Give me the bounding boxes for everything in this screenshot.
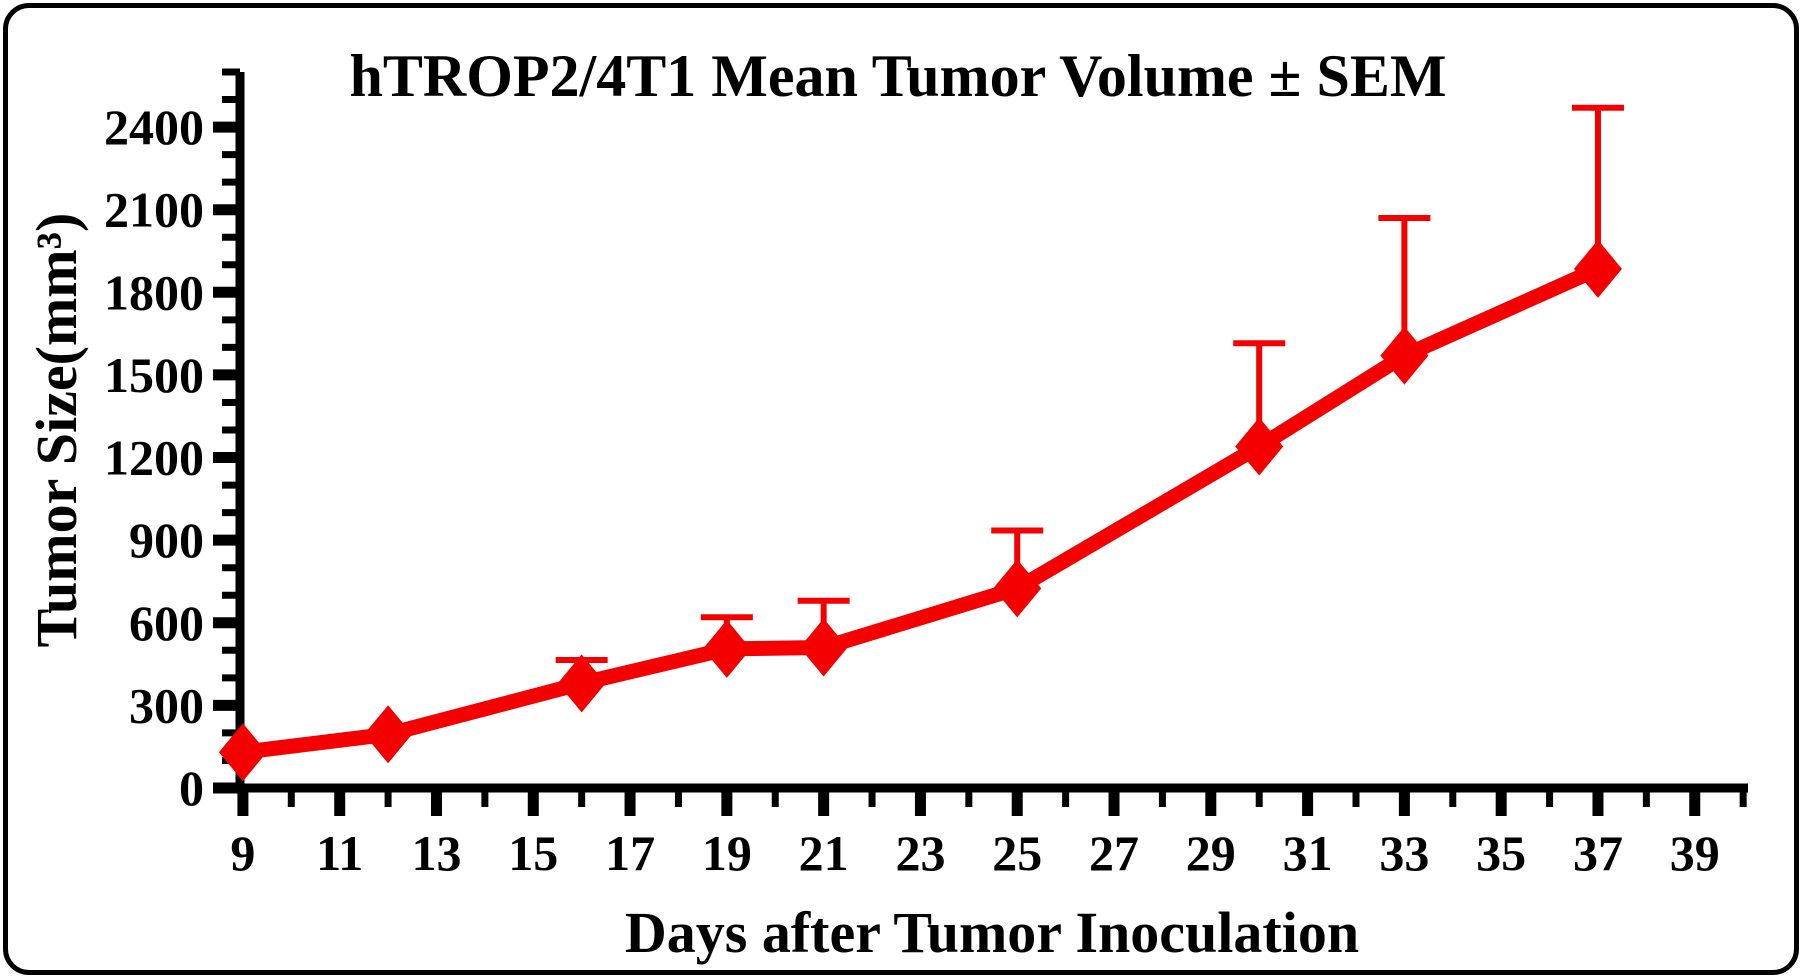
data-point-marker xyxy=(702,619,751,678)
data-point-marker xyxy=(1380,326,1429,385)
y-tick-label: 2100 xyxy=(104,182,204,238)
data-point-marker xyxy=(218,723,267,782)
x-tick-label: 29 xyxy=(1186,825,1236,881)
data-point-marker xyxy=(1235,417,1284,476)
x-tick-label: 17 xyxy=(605,825,655,881)
x-tick-label: 39 xyxy=(1670,825,1720,881)
x-tick-label: 21 xyxy=(799,825,849,881)
y-tick-label: 1800 xyxy=(104,264,204,320)
axes: 0 300 600 900 1200 1500 1800 2100 2400 9 11 13 15 17 1… xyxy=(104,68,1748,881)
x-tick-label: 37 xyxy=(1573,825,1623,881)
x-tick-label: 13 xyxy=(411,825,461,881)
data-point-marker xyxy=(1573,239,1622,298)
y-tick-label: 1200 xyxy=(104,430,204,486)
y-tick-label: 900 xyxy=(129,512,204,568)
x-tick-label: 35 xyxy=(1476,825,1526,881)
chart-title: hTROP2/4T1 Mean Tumor Volume ± SEM xyxy=(349,43,1446,109)
x-axis-title: Days after Tumor Inoculation xyxy=(625,900,1359,965)
y-axis-title: Tumor Size(mm³) xyxy=(24,213,89,648)
x-tick-label: 31 xyxy=(1283,825,1333,881)
data-point-marker xyxy=(557,654,606,713)
x-tick-label: 25 xyxy=(992,825,1042,881)
y-tick-label: 0 xyxy=(179,760,204,816)
y-tick-label: 2400 xyxy=(104,99,204,155)
data-point-marker xyxy=(799,618,848,677)
y-tick-label: 1500 xyxy=(104,347,204,403)
data-point-marker xyxy=(364,705,413,764)
x-tick-label: 33 xyxy=(1379,825,1429,881)
y-tick-label: 600 xyxy=(129,595,204,651)
data-series xyxy=(218,104,1624,782)
x-tick-label: 9 xyxy=(230,825,255,881)
data-point-marker xyxy=(993,559,1042,618)
y-tick-label: 300 xyxy=(129,677,204,733)
x-tick-label: 27 xyxy=(1089,825,1139,881)
x-tick-label: 19 xyxy=(702,825,752,881)
x-tick-label: 15 xyxy=(508,825,558,881)
x-tick-label: 23 xyxy=(895,825,945,881)
x-tick-label: 11 xyxy=(316,825,363,881)
